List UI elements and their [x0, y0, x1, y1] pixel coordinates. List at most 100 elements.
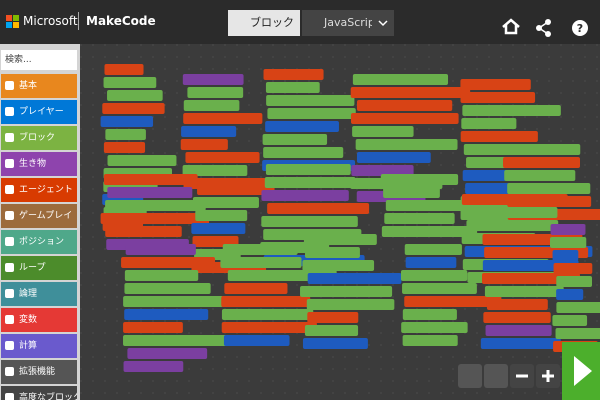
category[interactable]: 論理: [1, 282, 77, 306]
code-block[interactable]: [553, 263, 593, 274]
category[interactable]: ループ: [1, 256, 77, 280]
category[interactable]: 拡張機能: [1, 360, 77, 384]
code-block[interactable]: [221, 309, 314, 320]
code-block[interactable]: [304, 325, 359, 336]
code-block[interactable]: [104, 64, 144, 75]
code-block[interactable]: [105, 226, 182, 237]
help-icon[interactable]: [572, 20, 588, 36]
code-block[interactable]: [107, 155, 177, 166]
category[interactable]: 基本: [1, 74, 77, 98]
code-block[interactable]: [267, 108, 356, 119]
code-block[interactable]: [224, 283, 288, 294]
code-block[interactable]: [307, 312, 359, 323]
redo-button[interactable]: [484, 364, 508, 388]
code-block[interactable]: [503, 157, 581, 168]
share-icon[interactable]: [536, 19, 551, 37]
code-block[interactable]: [402, 283, 477, 294]
code-block[interactable]: [555, 328, 600, 339]
code-block[interactable]: [192, 197, 259, 208]
code-block[interactable]: [183, 100, 240, 111]
code-block[interactable]: [355, 139, 458, 150]
code-block[interactable]: [267, 203, 370, 214]
code-block[interactable]: [303, 234, 377, 245]
code-block[interactable]: [467, 207, 558, 218]
code-block[interactable]: [261, 190, 349, 201]
undo-button[interactable]: [458, 364, 482, 388]
code-block[interactable]: [356, 100, 453, 111]
code-block[interactable]: [262, 134, 328, 145]
code-block[interactable]: [127, 348, 208, 359]
code-block[interactable]: [485, 325, 552, 336]
code-block[interactable]: [402, 335, 458, 346]
code-block[interactable]: [265, 164, 351, 175]
code-block[interactable]: [265, 121, 339, 132]
code-block[interactable]: [461, 194, 568, 205]
code-block[interactable]: [197, 184, 275, 195]
category[interactable]: ゲームプレイ: [1, 204, 77, 228]
code-block[interactable]: [552, 250, 579, 261]
code-block[interactable]: [351, 165, 414, 176]
code-block[interactable]: [401, 322, 468, 333]
code-block[interactable]: [103, 174, 198, 185]
category[interactable]: 計算: [1, 334, 77, 358]
code-block[interactable]: [191, 223, 246, 234]
code-block[interactable]: [220, 257, 302, 268]
code-block[interactable]: [264, 177, 356, 188]
category[interactable]: 生き物: [1, 152, 77, 176]
code-block[interactable]: [352, 74, 449, 85]
code-block[interactable]: [223, 335, 290, 346]
code-block[interactable]: [556, 302, 600, 313]
category[interactable]: プレイヤー: [1, 100, 77, 124]
code-block[interactable]: [187, 87, 244, 98]
code-block[interactable]: [107, 187, 193, 198]
code-block[interactable]: [123, 335, 229, 346]
code-block[interactable]: [380, 174, 459, 185]
code-block[interactable]: [124, 270, 199, 281]
code-block[interactable]: [484, 286, 564, 297]
code-block[interactable]: [302, 338, 368, 349]
code-block[interactable]: [100, 116, 154, 127]
code-block[interactable]: [381, 226, 478, 237]
code-block[interactable]: [556, 276, 593, 287]
javascript-tab[interactable]: JavaScript: [302, 10, 379, 36]
code-block[interactable]: [103, 77, 157, 88]
code-block[interactable]: [552, 315, 588, 326]
code-block[interactable]: [263, 69, 324, 80]
code-block[interactable]: [304, 247, 360, 258]
category[interactable]: エージェント: [1, 178, 77, 202]
code-block[interactable]: [185, 152, 260, 163]
code-block[interactable]: [351, 113, 459, 124]
code-block[interactable]: [123, 361, 184, 372]
code-block[interactable]: [180, 139, 228, 150]
code-block[interactable]: [460, 92, 536, 103]
code-block[interactable]: [125, 244, 196, 255]
code-block[interactable]: [300, 286, 393, 297]
code-block[interactable]: [480, 338, 561, 349]
code-block[interactable]: [404, 244, 462, 255]
code-block[interactable]: [306, 299, 395, 310]
code-block[interactable]: [221, 296, 311, 307]
code-block[interactable]: [504, 170, 576, 181]
dropdown[interactable]: [372, 10, 394, 36]
code-block[interactable]: [383, 187, 440, 198]
code-block[interactable]: [105, 129, 146, 140]
code-block[interactable]: [103, 142, 146, 153]
search-box[interactable]: 検索...: [1, 50, 77, 70]
code-block[interactable]: [265, 82, 320, 93]
code-block[interactable]: [350, 87, 471, 98]
code-block[interactable]: [500, 144, 581, 155]
category[interactable]: 変数: [1, 308, 77, 332]
code-block[interactable]: [356, 152, 431, 163]
code-block[interactable]: [550, 224, 586, 235]
code-block[interactable]: [302, 260, 375, 271]
code-block[interactable]: [195, 210, 248, 221]
code-block[interactable]: [102, 103, 165, 114]
code-block[interactable]: [483, 312, 551, 323]
code-block[interactable]: [482, 273, 580, 284]
code-block[interactable]: [507, 183, 591, 194]
code-block[interactable]: [352, 126, 414, 137]
code-block[interactable]: [460, 131, 538, 142]
code-block[interactable]: [261, 216, 358, 227]
code-block[interactable]: [466, 220, 559, 231]
code-block[interactable]: [182, 165, 248, 176]
